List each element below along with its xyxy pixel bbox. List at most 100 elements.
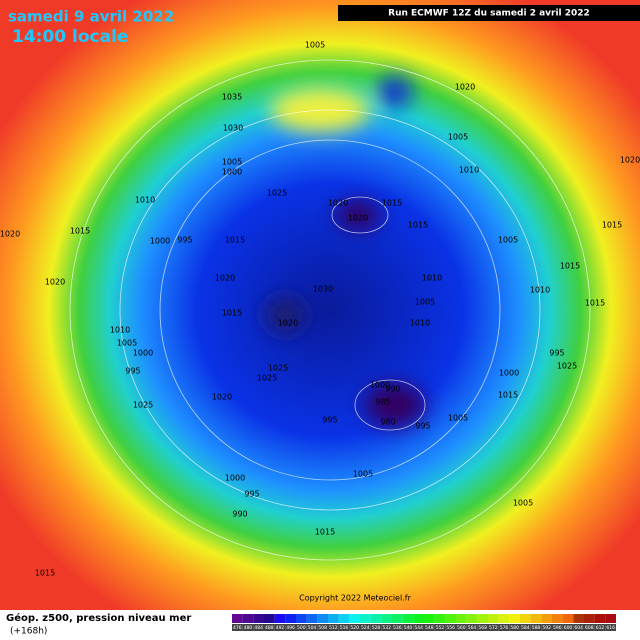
colorbar-label-bg — [605, 624, 616, 631]
isobar-label: 1015 — [585, 299, 605, 308]
isobar-label: 1005 — [448, 133, 468, 142]
colorbar-label-bg — [274, 624, 286, 631]
colorbar-label: 500 — [297, 625, 306, 631]
colorbar-label-bg — [317, 624, 328, 631]
colorbar-label-bg — [392, 624, 403, 631]
colorbar-cell — [466, 614, 478, 623]
colorbar-cell — [434, 614, 446, 623]
colorbar: 476 480 484 488 492 496 500 504 508 512 516 520 524 5… — [232, 614, 616, 631]
colorbar-label: 508 — [318, 625, 327, 631]
colorbar-cell — [349, 614, 360, 623]
isobar-label: 1000 — [222, 168, 242, 177]
colorbar-cell — [402, 614, 414, 623]
isobar-label: 1020 — [620, 156, 640, 165]
colorbar-label: 480 — [244, 625, 253, 631]
colorbar-cell — [498, 614, 510, 623]
colorbar-cell — [541, 614, 552, 623]
colorbar-label-bg — [285, 624, 296, 631]
isobar-label: 1005 — [448, 414, 468, 423]
colorbar-label: 520 — [350, 625, 359, 631]
colorbar-cell — [445, 614, 456, 623]
colorbar-cell — [328, 614, 339, 623]
isobar-label: 1015 — [315, 528, 335, 537]
isobar-label: 1020 — [348, 214, 368, 223]
isobar-label: 1030 — [313, 285, 333, 294]
colorbar-label: 540 — [404, 625, 413, 631]
isobar-label: 995 — [177, 236, 192, 245]
isobar-label: 1015 — [602, 221, 622, 230]
colorbar-cell — [456, 614, 467, 623]
colorbar-cell — [520, 614, 531, 623]
colorbar-cell — [232, 614, 243, 623]
colorbar-label: 504 — [308, 625, 317, 631]
contours — [69, 59, 591, 561]
isobar-label: 1020 — [45, 278, 65, 287]
run-box — [338, 5, 640, 21]
isobar-label: 1010 — [530, 286, 550, 295]
colorbar-cell — [381, 614, 392, 623]
colorbar-cell — [253, 614, 264, 623]
colorbar-label: 516 — [340, 625, 349, 631]
isobar-label: 1015 — [560, 262, 580, 271]
isobar-label: 1010 — [459, 166, 479, 175]
isobar-label: 1025 — [267, 189, 287, 198]
colorbar-label: 528 — [372, 625, 381, 631]
isobar-label: 1005 — [305, 41, 325, 50]
colorbar-cell — [242, 614, 254, 623]
isobar-label: 1015 — [35, 569, 55, 578]
colorbar-cell — [392, 614, 403, 623]
colorbar-cell — [370, 614, 382, 623]
colorbar-label: 548 — [425, 625, 434, 631]
footer-lead: (+168h) — [10, 627, 47, 637]
colorbar-label: 592 — [542, 625, 551, 631]
colorbar-label: 588 — [532, 625, 541, 631]
colorbar-cell — [584, 614, 595, 623]
colorbar-label-bg — [434, 624, 446, 631]
colorbar-label: 496 — [286, 625, 295, 631]
isobar-label: 1020 — [212, 393, 232, 402]
colorbar-label: 572 — [489, 625, 498, 631]
isobar-label: 1000 — [370, 381, 390, 390]
isobar-label: 1025 — [257, 374, 277, 383]
isobar-label: 1020 — [278, 319, 298, 328]
isobar-label: 1000 — [225, 474, 245, 483]
isobar-label: 1015 — [498, 391, 518, 400]
colorbar-label: 576 — [500, 625, 509, 631]
isobar-label: 1015 — [222, 309, 242, 318]
isobar-label: 1005 — [513, 499, 533, 508]
isobar-label: 1000 — [150, 237, 170, 246]
colorbar-cell — [477, 614, 488, 623]
isobar-label: 1015 — [225, 236, 245, 245]
colorbar-label-bg — [338, 624, 350, 631]
isobar-label: 1005 — [498, 236, 518, 245]
colorbar-label-bg — [509, 624, 520, 631]
colorbar-label-bg — [466, 624, 478, 631]
colorbar-label: 560 — [457, 625, 466, 631]
colorbar-cell — [509, 614, 520, 623]
colorbar-label-bg — [488, 624, 499, 631]
isobar-label: 1010 — [410, 319, 430, 328]
colorbar-cell — [317, 614, 328, 623]
colorbar-label: 616 — [606, 625, 615, 631]
colorbar-cell — [562, 614, 574, 623]
isobar-label: 1025 — [133, 401, 153, 410]
isobar-labels: 1005103510201030100510051000102510101020… — [0, 41, 640, 578]
date: samedi 9 avril 2022 — [8, 8, 174, 26]
isobar-label: 1000 — [133, 349, 153, 358]
isobar-label: 1025 — [268, 364, 288, 373]
time: 14:00 locale — [12, 27, 128, 47]
colorbar-label-bg — [253, 624, 264, 631]
colorbar-label-bg — [552, 624, 563, 631]
colorbar-cell — [594, 614, 606, 623]
colorbar-label: 556 — [446, 625, 455, 631]
colorbar-label-bg — [424, 624, 435, 631]
colorbar-label: 564 — [468, 625, 477, 631]
colorbar-cell — [488, 614, 499, 623]
isobar-label: 1005 — [353, 470, 373, 479]
colorbar-label: 484 — [254, 625, 263, 631]
colorbar-label-bg — [242, 624, 254, 631]
colorbar-label-bg — [498, 624, 510, 631]
colorbar-label-bg — [296, 624, 307, 631]
